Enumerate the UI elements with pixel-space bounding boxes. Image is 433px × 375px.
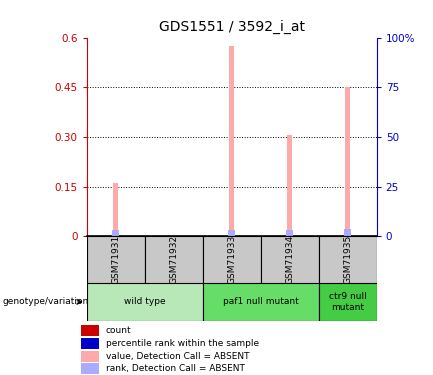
Bar	[113, 183, 118, 236]
Bar	[203, 283, 319, 321]
Title: GDS1551 / 3592_i_at: GDS1551 / 3592_i_at	[158, 20, 305, 34]
Bar	[81, 363, 99, 374]
Bar	[229, 46, 234, 236]
Bar	[87, 236, 145, 283]
Text: genotype/variation: genotype/variation	[2, 297, 88, 306]
Text: count: count	[106, 326, 131, 335]
Bar	[346, 87, 350, 236]
Bar	[288, 135, 292, 236]
Bar	[81, 338, 99, 349]
Text: percentile rank within the sample: percentile rank within the sample	[106, 339, 259, 348]
Bar	[81, 351, 99, 362]
Bar	[145, 236, 203, 283]
Text: rank, Detection Call = ABSENT: rank, Detection Call = ABSENT	[106, 364, 245, 373]
Bar	[286, 230, 293, 236]
Text: GSM71932: GSM71932	[169, 235, 178, 284]
Bar	[203, 236, 261, 283]
Text: GSM71935: GSM71935	[343, 235, 352, 284]
Bar	[344, 229, 351, 236]
Text: paf1 null mutant: paf1 null mutant	[223, 297, 298, 306]
Bar	[112, 230, 119, 236]
Text: GSM71933: GSM71933	[227, 235, 236, 284]
Bar	[228, 230, 235, 236]
Text: wild type: wild type	[124, 297, 165, 306]
Text: GSM71931: GSM71931	[111, 235, 120, 284]
Text: ctr9 null
mutant: ctr9 null mutant	[329, 292, 367, 312]
Bar	[81, 325, 99, 336]
Bar	[319, 283, 377, 321]
Bar	[319, 236, 377, 283]
Bar	[261, 236, 319, 283]
Bar	[87, 283, 203, 321]
Text: value, Detection Call = ABSENT: value, Detection Call = ABSENT	[106, 352, 249, 361]
Text: GSM71934: GSM71934	[285, 235, 294, 284]
